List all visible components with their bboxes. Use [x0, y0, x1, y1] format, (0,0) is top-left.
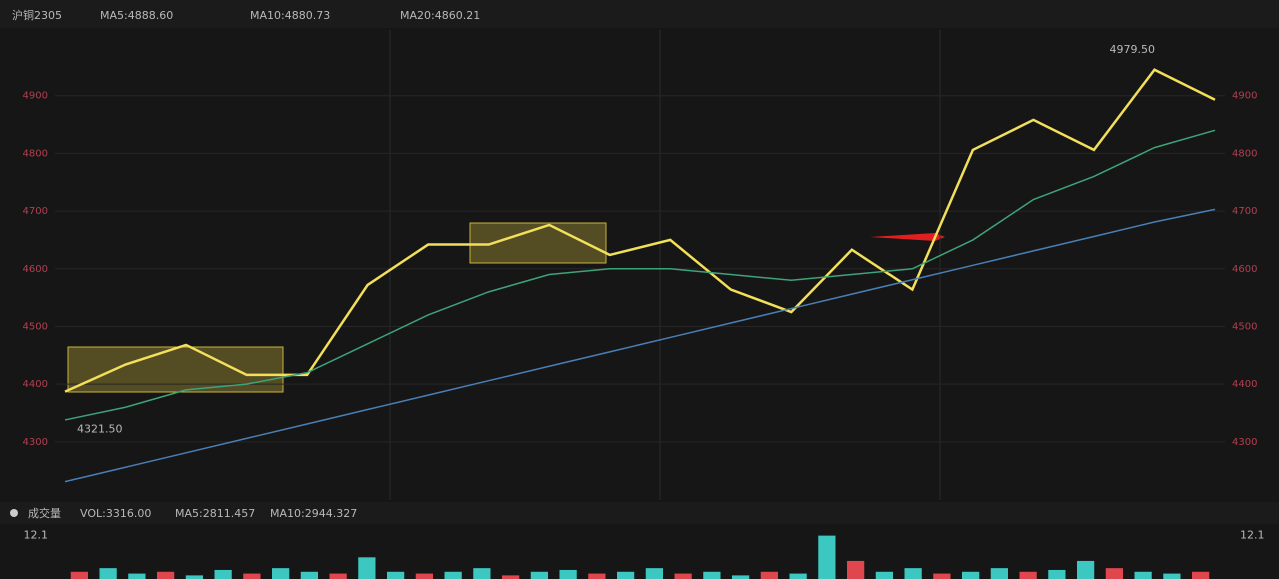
volume-bar	[789, 573, 807, 579]
ma-line	[64, 68, 1216, 393]
volume-bar	[99, 568, 117, 579]
volume-bar	[588, 573, 606, 579]
volume-bar	[1163, 573, 1181, 579]
volume-bar	[444, 571, 462, 579]
volume-bar	[1077, 560, 1095, 579]
y-tick-label: 4900	[1232, 91, 1257, 102]
annotation: 4321.50	[77, 422, 123, 435]
y-tick-label: 4600	[1232, 264, 1257, 275]
volume-bar	[818, 535, 836, 579]
volume-bar	[243, 573, 261, 579]
volume-bar	[502, 575, 520, 579]
legend-entry: MA10:2944.327	[270, 507, 357, 520]
volume-bar	[904, 568, 922, 579]
volume-bar	[1192, 571, 1210, 579]
volume-bar	[128, 573, 146, 579]
y-tick-label: 4800	[23, 148, 48, 159]
volume-title: 成交量	[28, 506, 61, 520]
y-tick-label: 4900	[23, 91, 48, 102]
volume-bar	[962, 571, 980, 579]
y-tick-label: 4400	[1232, 379, 1257, 390]
y-tick-label: 4700	[1232, 206, 1257, 217]
y-tick-label: 4700	[23, 206, 48, 217]
volume-bar	[358, 557, 376, 579]
volume-bar	[1105, 568, 1123, 579]
header-bar	[0, 0, 1279, 28]
range-box	[67, 346, 284, 393]
volume-bar	[1019, 571, 1037, 579]
volume-bar	[1134, 571, 1152, 579]
ma-line	[64, 129, 1216, 421]
volume-bar	[157, 571, 175, 579]
volume-header	[0, 502, 1279, 524]
y-tick-label: 4400	[23, 379, 48, 390]
volume-bar	[70, 571, 88, 579]
y-tick-label: 4500	[1232, 321, 1257, 332]
volume-bar	[530, 571, 548, 579]
volume-bar	[760, 571, 778, 579]
legend-entry: MA5:4888.60	[100, 9, 173, 22]
y-tick-label: 4300	[1232, 437, 1257, 448]
volume-bar	[645, 568, 663, 579]
volume-bar	[473, 568, 491, 579]
y-tick-label: 4600	[23, 264, 48, 275]
volume-bar	[1048, 569, 1066, 579]
volume-bar	[559, 569, 577, 579]
legend-entry: MA10:4880.73	[250, 9, 330, 22]
y-tick-label: 12.1	[1240, 528, 1265, 541]
volume-bar	[185, 575, 203, 579]
volume-bar	[933, 573, 951, 579]
y-tick-label: 12.1	[24, 528, 49, 541]
y-tick-label: 4300	[23, 437, 48, 448]
volume-bar	[990, 568, 1008, 579]
annotation: 4979.50	[1109, 43, 1155, 56]
volume-bar	[847, 560, 865, 579]
legend-entry: VOL:3316.00	[80, 507, 151, 520]
volume-bar	[415, 573, 433, 579]
ma-line	[64, 208, 1216, 483]
volume-bar	[703, 571, 721, 579]
volume-bar	[387, 571, 405, 579]
volume-bar	[875, 571, 893, 579]
volume-bar	[300, 571, 318, 579]
volume-bar	[617, 571, 635, 579]
volume-bar	[674, 573, 692, 579]
volume-bar	[214, 569, 232, 579]
y-tick-label: 4800	[1232, 148, 1257, 159]
arrow	[870, 233, 945, 241]
legend-entry: MA20:4860.21	[400, 9, 480, 22]
volume-bar	[732, 575, 750, 579]
volume-bar	[329, 573, 347, 579]
legend-entry: MA5:2811.457	[175, 507, 255, 520]
y-tick-label: 4500	[23, 321, 48, 332]
symbol: 沪铜2305	[12, 8, 62, 22]
volume-bar	[272, 568, 290, 579]
panel-icon[interactable]	[10, 509, 18, 517]
